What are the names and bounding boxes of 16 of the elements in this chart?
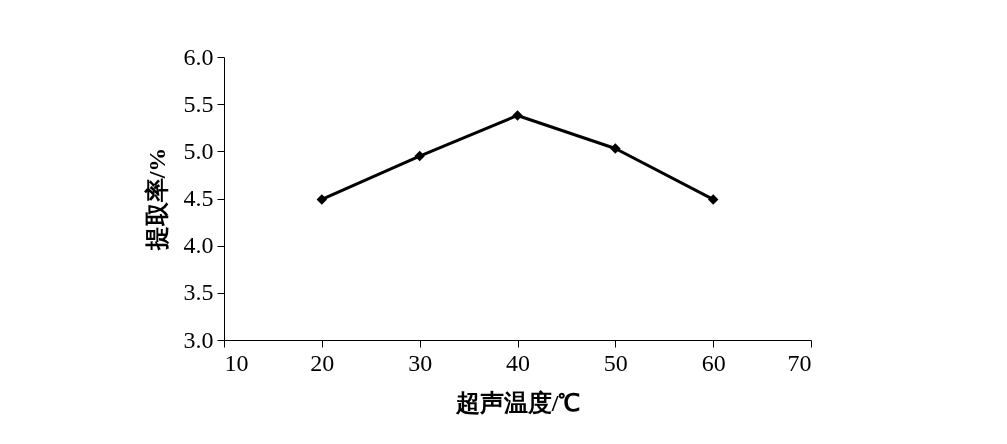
x-axis-title: 超声温度/℃	[454, 389, 581, 416]
x-tick-label: 60	[701, 349, 726, 376]
x-tick-label: 50	[603, 349, 628, 376]
x-tick-label: 20	[310, 349, 335, 376]
y-tick-label: 4.0	[183, 232, 214, 259]
x-tick-label: 70	[787, 349, 812, 376]
y-tick-label: 5.5	[183, 90, 214, 117]
y-tick-label: 5.0	[183, 137, 214, 164]
y-tick-label: 4.5	[183, 185, 214, 211]
y-tick-label: 6.0	[183, 43, 214, 70]
y-tick-label: 3.5	[183, 279, 214, 306]
x-tick-label: 10	[224, 349, 249, 376]
x-tick-label: 30	[408, 349, 433, 376]
y-axis-title: 提取率/%	[143, 147, 170, 252]
x-tick-label: 40	[506, 349, 530, 376]
y-tick-label: 3.0	[183, 326, 214, 353]
